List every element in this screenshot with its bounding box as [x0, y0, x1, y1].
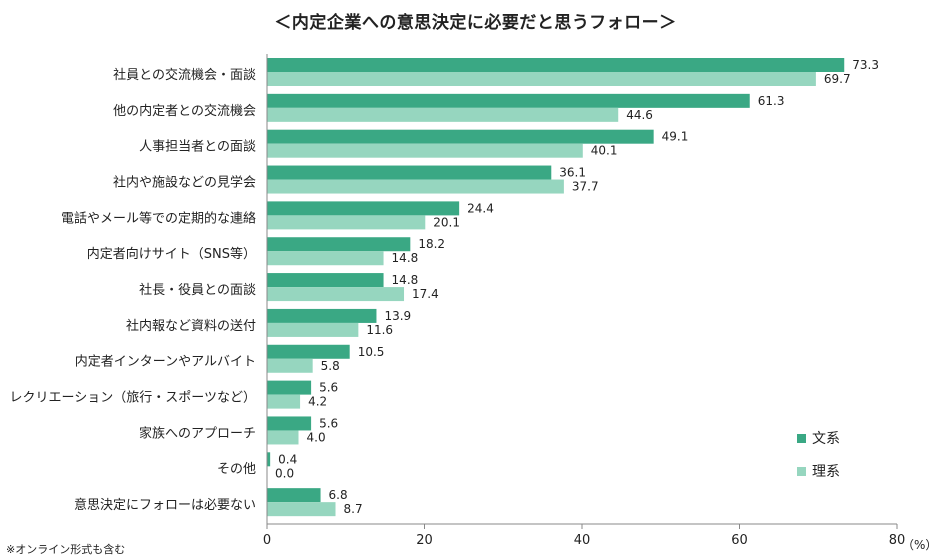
bar-bunkei — [267, 488, 321, 503]
category-label: 家族へのアプローチ — [139, 425, 256, 441]
bar-rikei — [267, 394, 301, 409]
bar-rikei — [267, 107, 619, 122]
bars — [267, 58, 845, 517]
category-label: 意思決定にフォローは必要ない — [74, 497, 256, 513]
x-tick-label: 60 — [731, 533, 748, 548]
value-label: 14.8 — [392, 273, 419, 287]
value-label: 73.3 — [852, 58, 879, 72]
category-label: 社内や施設などの見学会 — [113, 174, 256, 190]
bar-bunkei — [267, 58, 845, 72]
legend-item-rikei: 理系 — [797, 461, 840, 481]
category-label: 電話やメール等での定期的な連絡 — [61, 210, 256, 226]
value-label: 5.6 — [319, 416, 338, 430]
x-tick-label: 80 — [889, 533, 906, 548]
bar-bunkei — [267, 201, 460, 216]
legend-label-bunkei: 文系 — [812, 431, 840, 447]
value-labels: 73.369.7 61.3 44.6 49.1 40.1 36.137.7 24.4 20.1… — [275, 58, 879, 516]
bar-rikei — [267, 358, 313, 373]
bar-bunkei — [267, 129, 654, 144]
category-label: 社長・役員との面談 — [139, 282, 256, 298]
legend-swatch-rikei — [797, 466, 806, 476]
bar-bunkei — [267, 416, 312, 431]
value-label: 37.7 — [572, 180, 599, 194]
bar-rikei — [267, 430, 299, 445]
value-label: 24.4 — [467, 201, 494, 215]
value-label: 40.1 — [591, 144, 618, 158]
bar-rikei — [267, 322, 359, 337]
bar-rikei — [267, 215, 426, 230]
unit-label: （%） — [902, 538, 938, 552]
bar-rikei — [267, 251, 384, 266]
legend-label-rikei: 理系 — [812, 464, 840, 480]
legend-item-bunkei: 文系 — [797, 428, 840, 448]
bar-rikei — [267, 502, 336, 517]
x-tick-label: 0 — [263, 533, 271, 548]
category-label: その他 — [217, 462, 256, 477]
value-label: 69.7 — [824, 72, 851, 86]
bar-bunkei — [267, 273, 384, 288]
bar-rikei — [267, 72, 816, 86]
bar-rikei — [267, 143, 583, 158]
value-label: 4.0 — [307, 430, 326, 444]
value-label: 0.4 — [278, 452, 297, 466]
value-label: 49.1 — [662, 130, 689, 144]
x-tick-label: 20 — [416, 533, 433, 548]
x-tick-label: 40 — [574, 533, 591, 548]
category-label: 社員との交流機会・面談 — [113, 67, 256, 83]
value-label: 17.4 — [412, 287, 439, 301]
bar-rikei — [267, 179, 564, 194]
footnote: ※オンライン形式も含む — [6, 543, 126, 556]
value-label: 5.8 — [321, 359, 340, 373]
category-label: 内定者インターンやアルバイト — [75, 354, 256, 370]
bar-bunkei — [267, 93, 750, 108]
category-label: 人事担当者との面談 — [139, 139, 256, 155]
category-labels: 社員との交流機会・面談他の内定者との交流機会人事担当者との面談社内や施設などの見… — [10, 67, 256, 513]
value-label: 13.9 — [384, 309, 411, 323]
category-label: 社内報など資料の送付 — [126, 318, 256, 334]
value-label: 4.2 — [308, 395, 327, 409]
value-label: 8.7 — [344, 502, 363, 516]
value-label: 20.1 — [433, 215, 460, 229]
bar-bunkei — [267, 308, 377, 323]
value-label: 11.6 — [366, 323, 393, 337]
category-label: 他の内定者との交流機会 — [113, 103, 256, 119]
value-label: 14.8 — [392, 251, 419, 265]
value-label: 6.8 — [329, 488, 348, 502]
category-label: 内定者向けサイト（SNS等） — [87, 246, 256, 262]
bar-bunkei — [267, 452, 271, 467]
value-label: 10.5 — [358, 345, 385, 359]
bar-bunkei — [267, 165, 552, 180]
value-label: 61.3 — [758, 94, 785, 108]
bar-bunkei — [267, 344, 350, 359]
value-label: 5.6 — [319, 381, 338, 395]
chart-title: ＜内定企業への意思決定に必要だと思うフォロー＞ — [274, 13, 677, 33]
bar-bunkei — [267, 380, 312, 395]
bar-rikei — [267, 287, 405, 302]
legend-swatch-bunkei — [797, 433, 806, 443]
category-label: レクリエーション（旅行・スポーツなど） — [10, 391, 256, 406]
value-label: 18.2 — [418, 237, 445, 251]
x-axis: 0 20 40 60 80 — [263, 54, 905, 548]
value-label: 36.1 — [559, 166, 586, 180]
bar-bunkei — [267, 237, 411, 252]
value-label: 0.0 — [275, 466, 294, 480]
value-label: 44.6 — [626, 108, 653, 122]
